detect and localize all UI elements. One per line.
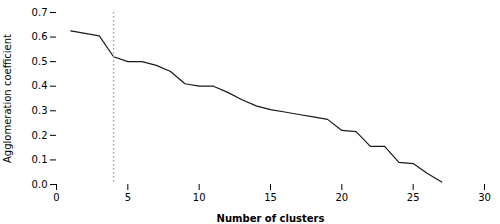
svg-text:25: 25 (407, 192, 420, 203)
svg-text:Number of clusters: Number of clusters (217, 213, 325, 224)
svg-text:0.7: 0.7 (32, 7, 48, 18)
svg-text:0: 0 (53, 192, 59, 203)
svg-text:Agglomeration coefficient: Agglomeration coefficient (2, 34, 13, 163)
svg-text:5: 5 (125, 192, 131, 203)
svg-text:0.2: 0.2 (32, 130, 48, 141)
svg-text:0.1: 0.1 (32, 154, 48, 165)
svg-text:10: 10 (193, 192, 206, 203)
svg-text:20: 20 (335, 192, 348, 203)
svg-text:15: 15 (264, 192, 277, 203)
svg-text:0.4: 0.4 (32, 80, 48, 91)
svg-text:0.6: 0.6 (32, 31, 48, 42)
svg-text:0.3: 0.3 (32, 105, 48, 116)
svg-text:30: 30 (478, 192, 491, 203)
svg-text:0.5: 0.5 (32, 56, 48, 67)
svg-text:0.0: 0.0 (32, 179, 48, 190)
